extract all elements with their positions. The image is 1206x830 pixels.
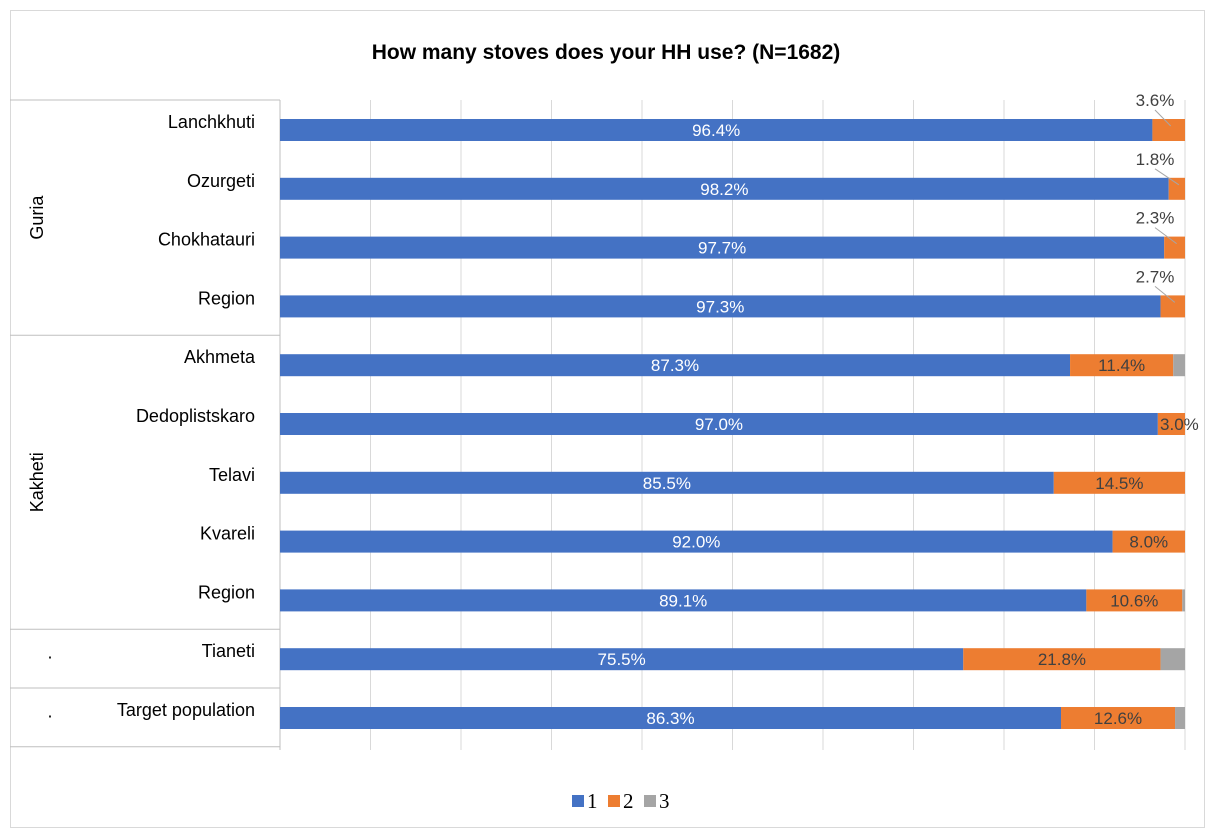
category-label: Chokhatauri xyxy=(158,230,255,250)
bar-segment xyxy=(280,648,964,671)
group-label: Kakheti xyxy=(27,452,47,512)
leader-line xyxy=(1154,286,1176,303)
data-label: 12.6% xyxy=(1094,709,1142,728)
bar-segment xyxy=(963,648,1161,671)
category-label: Akhmeta xyxy=(184,347,256,367)
bar-segment xyxy=(1164,236,1185,259)
category-label: Ozurgeti xyxy=(187,171,255,191)
data-label: 10.6% xyxy=(1110,591,1158,610)
bar-segment xyxy=(280,707,1062,729)
bar-segment xyxy=(1175,707,1185,729)
bar-segments xyxy=(280,119,1185,729)
data-label: 14.5% xyxy=(1095,474,1143,493)
bar-segment xyxy=(1173,354,1185,377)
bar-segment xyxy=(1160,295,1185,318)
legend-swatch xyxy=(572,795,584,807)
data-label: 8.0% xyxy=(1129,533,1168,552)
bar-segment xyxy=(280,589,1087,612)
legend: 1 2 3 xyxy=(572,789,670,813)
bar-segment xyxy=(1152,119,1185,141)
data-label: 1.8% xyxy=(1136,150,1175,169)
category-label: Dedoplistskaro xyxy=(136,406,255,426)
bar-segment xyxy=(1112,530,1185,553)
category-label: Target population xyxy=(117,700,255,720)
chart-border xyxy=(10,10,1205,828)
bar-segment xyxy=(1053,471,1185,494)
data-label: 3.0% xyxy=(1160,415,1199,434)
bar-segment xyxy=(1157,413,1185,435)
data-label: 21.8% xyxy=(1038,650,1086,669)
category-label: Lanchkhuti xyxy=(168,112,255,132)
bar-segment xyxy=(280,354,1071,377)
bar-segment xyxy=(280,295,1161,318)
bar-segment xyxy=(1182,589,1185,612)
bar-segment xyxy=(1160,648,1185,671)
data-label: 2.7% xyxy=(1136,267,1175,286)
category-label: Telavi xyxy=(209,465,255,485)
category-label: Kvareli xyxy=(200,524,255,544)
data-label: 97.0% xyxy=(695,415,743,434)
group-label: · xyxy=(47,647,53,667)
legend-swatch xyxy=(644,795,656,807)
leader-line xyxy=(1154,168,1180,186)
data-label: 86.3% xyxy=(646,709,694,728)
data-label: 98.2% xyxy=(700,180,748,199)
bar-segment xyxy=(1061,707,1176,729)
chart-title: How many stoves does your HH use? (N=168… xyxy=(372,41,841,64)
bar-segment xyxy=(280,413,1158,435)
data-label: 11.4% xyxy=(1098,356,1145,375)
bar-segment xyxy=(280,119,1153,141)
bar-segment xyxy=(280,236,1165,259)
bar-segment xyxy=(280,177,1169,200)
data-label: 92.0% xyxy=(672,533,720,552)
legend-label: 3 xyxy=(659,789,670,813)
category-label: Region xyxy=(198,582,255,602)
data-label: 87.3% xyxy=(651,356,699,375)
data-label: 96.4% xyxy=(692,121,740,140)
data-label: 75.5% xyxy=(598,650,646,669)
bar-segment xyxy=(1086,589,1183,612)
group-label: Guria xyxy=(27,195,47,240)
data-label: 3.6% xyxy=(1136,91,1175,110)
bar-segment xyxy=(1070,354,1174,377)
category-label: Tianeti xyxy=(202,641,255,661)
data-label: 2.3% xyxy=(1136,209,1175,228)
leader-line xyxy=(1154,227,1177,245)
bar-segment xyxy=(1168,177,1185,200)
data-label: 97.7% xyxy=(698,239,746,258)
data-label: 85.5% xyxy=(643,474,691,493)
legend-label: 2 xyxy=(623,789,634,813)
data-label: 97.3% xyxy=(696,297,744,316)
legend-label: 1 xyxy=(587,789,598,813)
group-label: · xyxy=(47,705,53,725)
bar-segment xyxy=(280,471,1054,494)
data-labels: 96.4% 3.6% 98.2% 1.8% 97.7% 2.3% 97.3% 2.7% 87.3… xyxy=(598,91,1199,728)
data-label: 89.1% xyxy=(659,591,707,610)
category-label: Region xyxy=(198,288,255,308)
bar-segment xyxy=(280,530,1113,553)
category-labels: Lanchkhuti Ozurgeti Chokhatauri Region Akhme… xyxy=(27,112,256,725)
legend-swatch xyxy=(608,795,620,807)
leader-line xyxy=(1154,109,1172,127)
